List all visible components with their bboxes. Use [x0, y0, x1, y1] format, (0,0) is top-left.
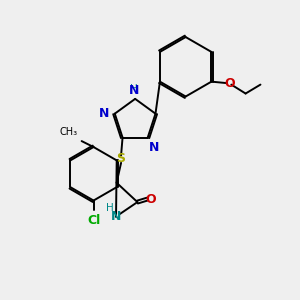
Text: N: N — [99, 107, 110, 120]
Text: N: N — [149, 141, 160, 154]
Text: N: N — [128, 84, 139, 98]
Text: S: S — [117, 152, 126, 165]
Text: Cl: Cl — [87, 214, 100, 226]
Text: CH₃: CH₃ — [59, 127, 77, 137]
Text: N: N — [111, 210, 121, 224]
Text: H: H — [130, 84, 137, 94]
Text: O: O — [146, 193, 156, 206]
Text: H: H — [106, 203, 114, 213]
Text: O: O — [224, 76, 235, 90]
